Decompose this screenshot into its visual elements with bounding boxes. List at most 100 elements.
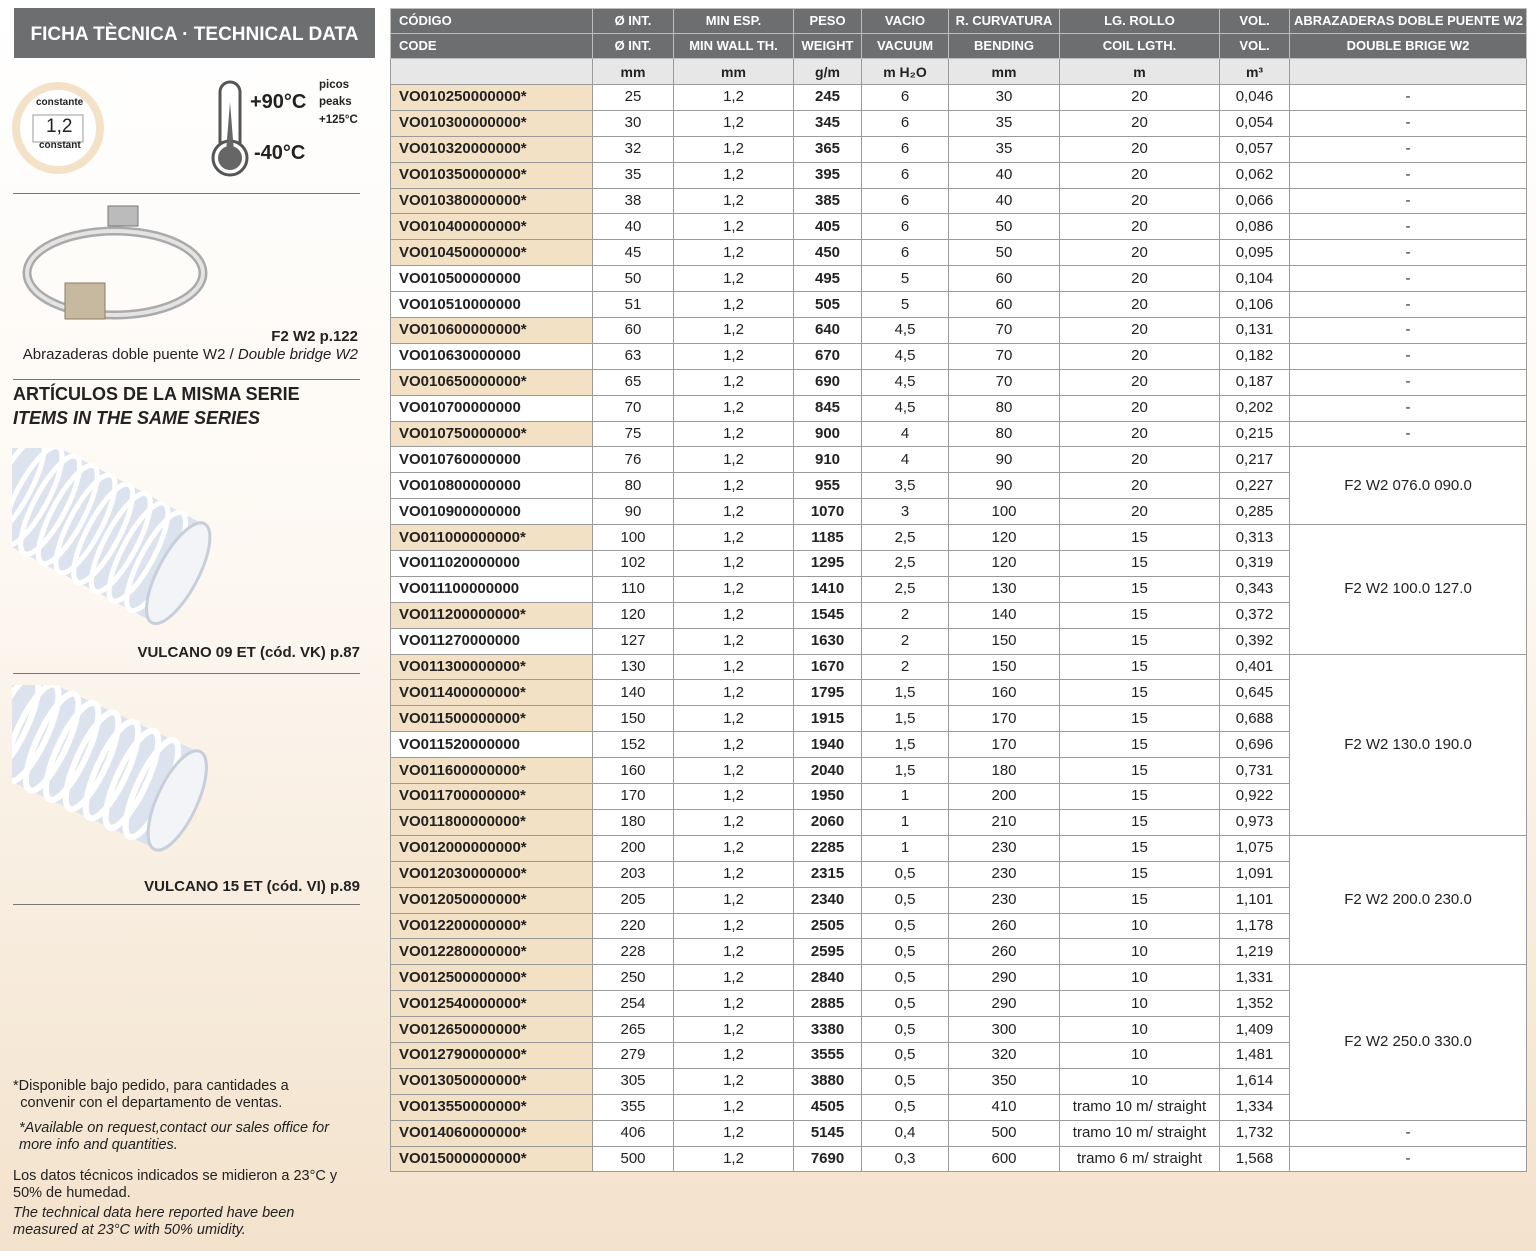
table-cell: 1940 bbox=[793, 731, 862, 759]
table-cell: 170 bbox=[948, 705, 1060, 733]
table-row: VO011520000000 152 1,2 1940 1,5 170 15 0,696 bbox=[390, 731, 1527, 759]
table-cell: 15 bbox=[1059, 653, 1220, 681]
table-cell: 1,5 bbox=[861, 679, 949, 707]
table-cell: - bbox=[1289, 1119, 1527, 1147]
temp-max: +90°C bbox=[250, 91, 307, 113]
header-cell: VOL. bbox=[1219, 8, 1290, 34]
table-cell: 1,5 bbox=[861, 757, 949, 785]
table-row: VO010760000000 76 1,2 910 4 90 20 0,217 F2 W2 07… bbox=[390, 446, 1527, 526]
table-cell: 0,5 bbox=[861, 912, 949, 940]
table-cell: 35 bbox=[948, 109, 1060, 137]
table-cell: 1,2 bbox=[673, 601, 794, 629]
table-cell: 152 bbox=[592, 731, 674, 759]
table-cell: 0,372 bbox=[1219, 601, 1290, 629]
table-cell: 265 bbox=[592, 1016, 674, 1043]
table-cell: - bbox=[1289, 187, 1527, 215]
table-cell: 260 bbox=[948, 938, 1060, 966]
header-cell: m bbox=[1059, 58, 1220, 85]
table-cell: 2315 bbox=[793, 860, 862, 888]
table-cell: 7690 bbox=[793, 1145, 862, 1173]
table-cell: F2 W2 076.0 090.0 bbox=[1289, 446, 1527, 526]
table-cell: 6 bbox=[861, 213, 949, 241]
hose-end bbox=[145, 521, 212, 626]
table-cell: 130 bbox=[592, 653, 674, 681]
table-cell: 2060 bbox=[793, 808, 862, 836]
table-cell: 290 bbox=[948, 990, 1060, 1018]
header-cell: g/m bbox=[793, 58, 862, 85]
table-cell: 140 bbox=[592, 679, 674, 707]
code-cell: VO011020000000 bbox=[390, 550, 593, 577]
table-cell: - bbox=[1289, 420, 1527, 448]
table-cell: 203 bbox=[592, 860, 674, 888]
table-cell: 505 bbox=[793, 291, 862, 319]
table-cell: 4 bbox=[861, 420, 949, 448]
table-cell: 900 bbox=[793, 420, 862, 448]
table-cell: 0,5 bbox=[861, 860, 949, 888]
table-cell: 200 bbox=[592, 834, 674, 862]
table-cell: 2595 bbox=[793, 938, 862, 966]
note: The technical data here reported have be… bbox=[13, 1205, 295, 1238]
table-cell: 1070 bbox=[793, 498, 862, 526]
table-cell: 20 bbox=[1059, 84, 1220, 111]
code-cell: VO012050000000* bbox=[390, 886, 593, 914]
header-cell: VACIO bbox=[861, 8, 949, 34]
clamp-ref: F2 W2 p.122 bbox=[271, 328, 358, 345]
table-cell: 150 bbox=[592, 705, 674, 733]
table-cell: 20 bbox=[1059, 498, 1220, 526]
table-cell: 40 bbox=[592, 213, 674, 241]
table-cell: 20 bbox=[1059, 135, 1220, 163]
table-cell: 228 bbox=[592, 938, 674, 966]
table-cell: 1,2 bbox=[673, 938, 794, 966]
table-cell: 0,054 bbox=[1219, 109, 1290, 137]
table-cell: 60 bbox=[948, 291, 1060, 319]
hose-rings bbox=[12, 448, 189, 614]
table-cell: 15 bbox=[1059, 886, 1220, 914]
code-cell: VO015000000000* bbox=[390, 1145, 593, 1173]
table-cell: 670 bbox=[793, 342, 862, 370]
table-cell: 0,688 bbox=[1219, 705, 1290, 733]
code-cell: VO011000000000* bbox=[390, 524, 593, 552]
table-cell: 690 bbox=[793, 368, 862, 396]
table-cell: 0,5 bbox=[861, 990, 949, 1018]
code-cell: VO010510000000 bbox=[390, 291, 593, 319]
table-cell: 3 bbox=[861, 498, 949, 526]
table-cell: F2 W2 200.0 230.0 bbox=[1289, 834, 1527, 966]
table-cell: 955 bbox=[793, 472, 862, 500]
table-cell: 245 bbox=[793, 84, 862, 111]
peaks-es: picos bbox=[319, 79, 350, 91]
header-cell: PESO bbox=[793, 8, 862, 34]
header-cell: DOUBLE BRIGE W2 bbox=[1289, 33, 1527, 59]
table-cell: 60 bbox=[948, 265, 1060, 293]
table-cell: 1,334 bbox=[1219, 1093, 1290, 1121]
code-cell: VO012030000000* bbox=[390, 860, 593, 888]
table-cell: - bbox=[1289, 239, 1527, 267]
table-cell: 1545 bbox=[793, 601, 862, 629]
temp-min: -40°C bbox=[254, 142, 306, 164]
table-cell: 100 bbox=[592, 524, 674, 552]
table-cell: 1,568 bbox=[1219, 1145, 1290, 1173]
table-cell: 1,2 bbox=[673, 575, 794, 603]
table-cell: 0,696 bbox=[1219, 731, 1290, 759]
table-cell: 1 bbox=[861, 834, 949, 862]
table-cell: 1,2 bbox=[673, 1016, 794, 1043]
table-row: VO010510000000 51 1,2 505 5 60 20 0,106- bbox=[390, 291, 1527, 319]
table-cell: 0,066 bbox=[1219, 187, 1290, 215]
table-cell: 15 bbox=[1059, 757, 1220, 785]
table-cell: 2 bbox=[861, 601, 949, 629]
code-cell: VO010650000000* bbox=[390, 368, 593, 396]
table-cell: 15 bbox=[1059, 679, 1220, 707]
table-cell: 0,202 bbox=[1219, 394, 1290, 422]
table-cell: 1,101 bbox=[1219, 886, 1290, 914]
table-cell: 1 bbox=[861, 808, 949, 836]
table-cell: 345 bbox=[793, 109, 862, 137]
table-cell: 0,343 bbox=[1219, 575, 1290, 603]
code-cell: VO011200000000* bbox=[390, 601, 593, 629]
table-cell: 1670 bbox=[793, 653, 862, 681]
table-cell: 15 bbox=[1059, 834, 1220, 862]
table-cell: 30 bbox=[948, 84, 1060, 111]
table-cell: 10 bbox=[1059, 938, 1220, 966]
table-cell: 70 bbox=[592, 394, 674, 422]
table-cell: 1185 bbox=[793, 524, 862, 552]
code-cell: VO012650000000* bbox=[390, 1016, 593, 1043]
code-cell: VO012790000000* bbox=[390, 1041, 593, 1069]
